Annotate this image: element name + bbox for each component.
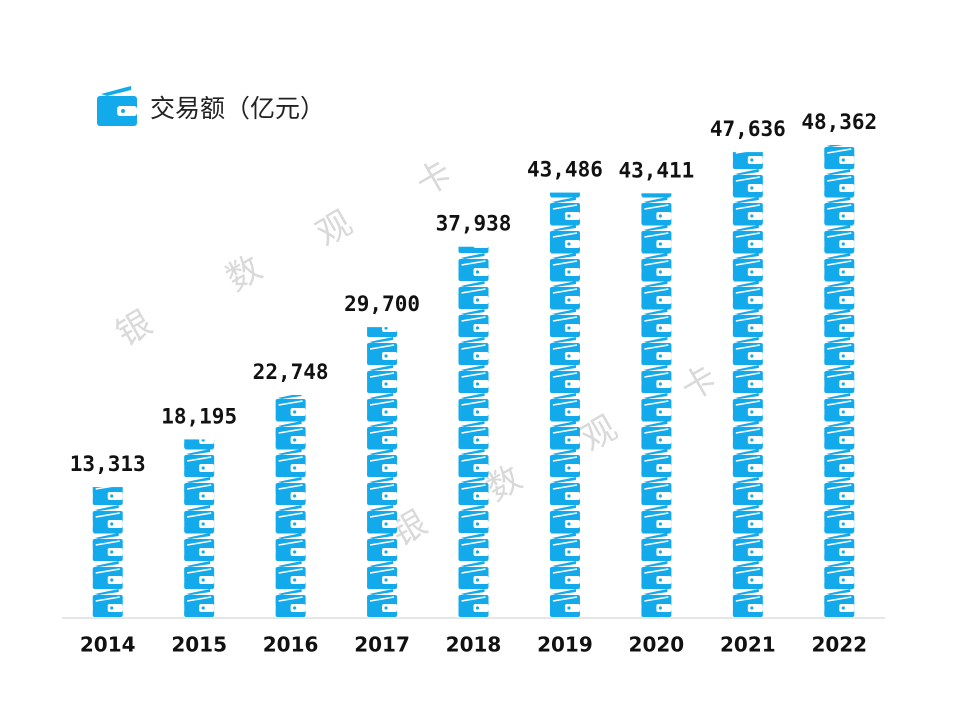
x-tick-label: 2021 [720,633,776,657]
x-tick-label: 2019 [537,633,593,657]
x-tick-label: 2020 [629,633,685,657]
bar [824,145,855,617]
watermark: 银 数观卡 [110,153,459,355]
x-tick-label: 2017 [354,633,410,657]
title-icon [97,86,137,126]
bar [458,246,489,617]
watermark-char: 数 [220,248,269,300]
value-label: 18,195 [161,404,237,428]
bar [367,327,398,617]
bar [92,487,123,617]
watermark-char: 银 [110,303,159,355]
value-label: 47,636 [710,117,786,141]
bar [641,193,672,617]
x-tick-label: 2015 [171,633,227,657]
value-label: 43,486 [527,158,603,182]
bar [732,152,763,617]
value-label: 22,748 [253,360,329,384]
x-tick-label: 2018 [446,633,502,657]
x-tick-label: 2022 [811,633,867,657]
x-tick-label: 2014 [80,633,136,657]
bar [549,192,580,617]
value-label: 37,938 [436,212,512,236]
bar [184,439,215,617]
x-tick-label: 2016 [263,633,319,657]
value-label: 43,411 [618,158,694,182]
bar [275,394,306,617]
chart-title: 交易额（亿元） [150,94,325,123]
value-label: 13,313 [70,452,146,476]
value-label: 29,700 [344,292,420,316]
value-label: 48,362 [801,110,877,134]
watermark-char: 卡 [675,358,724,410]
watermark-char: 卡 [410,153,459,205]
watermark-char: 观 [310,203,359,255]
watermark-char: 观 [575,408,624,460]
